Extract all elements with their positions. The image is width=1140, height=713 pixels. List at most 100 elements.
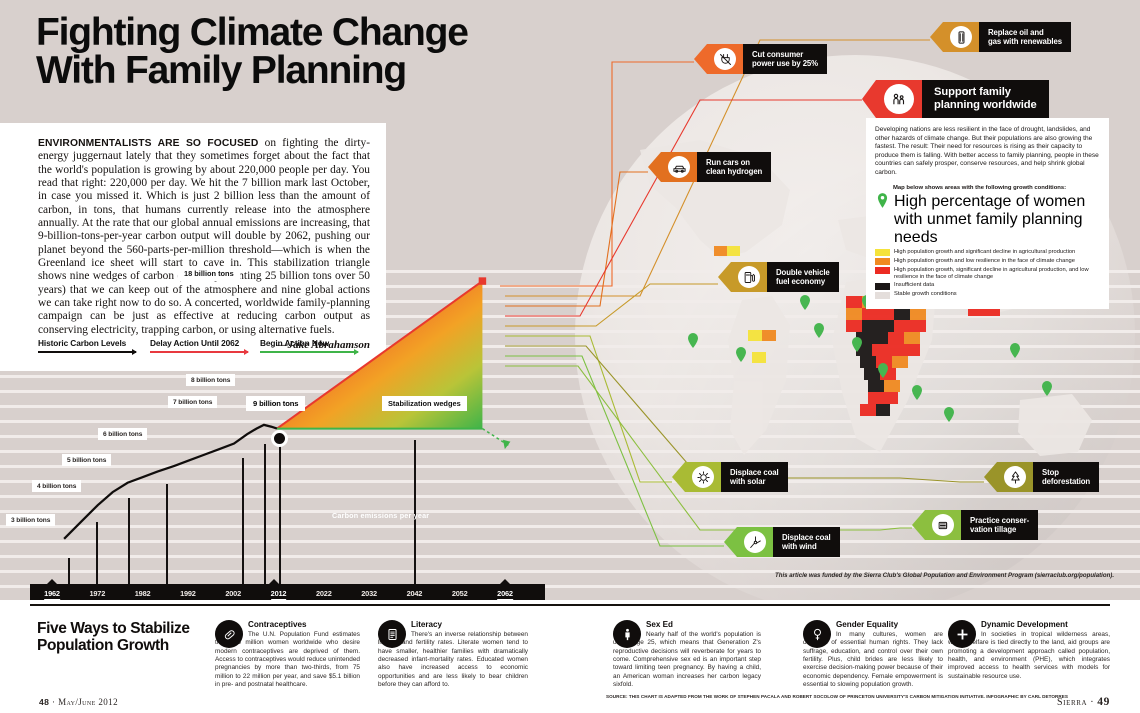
divider — [30, 604, 1110, 606]
chip-badge — [707, 44, 743, 74]
folio-left: 48 · May/June 2012 — [39, 697, 118, 707]
intro-panel: ENVIRONMENTALISTS ARE SO FOCUSED on figh… — [0, 123, 386, 371]
chip-label-line2: gas with renewables — [988, 37, 1062, 46]
chart-stem-line — [264, 444, 266, 584]
chip-label: Displace coal with wind — [773, 527, 840, 557]
five-ways-item-heading: Contraceptives — [248, 620, 307, 629]
plus-icon — [957, 629, 967, 639]
book-icon — [387, 628, 397, 640]
x-axis-tick: 2032 — [361, 589, 377, 598]
plug-slash-icon — [719, 53, 731, 65]
car-icon — [668, 156, 690, 178]
chip-label-line2: fuel economy — [776, 277, 826, 286]
x-axis-tick: 2012 — [270, 589, 287, 600]
intro-lead: ENVIRONMENTALISTS ARE SO FOCUSED — [38, 138, 259, 149]
chip-support-family-planning[interactable]: Support family planning worldwide — [862, 80, 1049, 118]
chart-key-item: Historic Carbon Levels — [38, 338, 137, 355]
five-ways-item-gender-equality: Gender Equality In many cultures, women a… — [803, 620, 943, 689]
chip-cut-consumer-power[interactable]: Cut consumer power use by 25% — [694, 44, 827, 74]
battery-icon — [950, 26, 972, 48]
legend-swatch — [875, 282, 890, 290]
intro-byline: —Jake Abrahamson — [276, 339, 370, 352]
triangle-label-18b: 18 billion tons — [178, 266, 240, 281]
chart-key-arrow-icon — [38, 348, 137, 355]
chip-arrow-icon — [694, 44, 707, 74]
legend-text: High population growth and low resilienc… — [894, 257, 1075, 264]
chart-stem-line — [242, 458, 244, 584]
info-panel: Developing nations are less resilient in… — [866, 118, 1109, 310]
legend-swatch — [875, 291, 890, 299]
x-axis-tick: 1982 — [134, 589, 151, 598]
five-ways-item-text: In societies in tropical wilderness area… — [948, 631, 1110, 680]
page-title: Fighting Climate Change With Family Plan… — [36, 13, 596, 90]
x-axis-tick: 1972 — [89, 589, 106, 598]
x-axis-tick: 2062 — [497, 589, 513, 600]
chart-key-label: Begin Action Now — [260, 338, 330, 348]
chip-stop-deforestation[interactable]: Stop deforestation — [984, 462, 1100, 492]
chip-badge — [661, 152, 697, 182]
legend-swatch — [875, 258, 890, 266]
chip-label: Displace coal with solar — [721, 462, 788, 492]
chip-displace-coal-wind[interactable]: Displace coal with wind — [724, 527, 840, 557]
venus-icon — [813, 628, 821, 640]
chip-badge — [943, 22, 979, 52]
source-note: SOURCE: THIS CHART IS ADAPTED FROM THE W… — [606, 694, 1069, 699]
car-icon — [672, 165, 686, 173]
chip-label-line1: Double vehicle — [776, 267, 830, 277]
chip-replace-oil-gas[interactable]: Replace oil and gas with renewables — [930, 22, 1071, 52]
chip-arrow-icon — [724, 527, 737, 557]
chip-label-line1: Support family — [934, 86, 1011, 98]
chip-label: Practice conser-vation tillage — [961, 510, 1039, 540]
chip-double-fuel-economy[interactable]: Double vehicle fuel economy — [718, 262, 839, 292]
chip-label-line1: Cut consumer — [752, 49, 804, 59]
five-ways-item-contraceptives: Contraceptives The U.N. Population Fund e… — [215, 620, 360, 689]
chart-key-item: Begin Action Now — [260, 338, 359, 355]
chip-arrow-icon — [930, 22, 943, 52]
sun-icon — [692, 466, 714, 488]
map-pin-icon — [875, 192, 890, 208]
chip-arrow-icon — [718, 262, 731, 292]
five-ways-item-heading: Gender Equality — [836, 620, 899, 629]
x-axis-tick: 2042 — [406, 589, 423, 598]
chip-label: Replace oil and gas with renewables — [979, 22, 1071, 52]
pill-icon — [224, 629, 235, 639]
pill-icon — [215, 620, 243, 648]
x-axis-tick: 1962 — [44, 589, 60, 600]
chip-arrow-icon — [862, 80, 876, 118]
emissions-chart: 3 billion tons 4 billion tons 5 billion to… — [6, 266, 530, 600]
chip-label-line1: Stop — [1042, 467, 1059, 477]
person-icon — [613, 620, 641, 648]
chip-displace-coal-solar[interactable]: Displace coal with solar — [672, 462, 788, 492]
legend-row: High population growth and significant d… — [875, 249, 1100, 257]
chart-stem-line — [279, 440, 281, 584]
folio-left-date: May/June 2012 — [58, 697, 118, 707]
chip-arrow-icon — [984, 462, 997, 492]
five-ways-item-literacy: Literacy There's an inverse relationship … — [378, 620, 528, 689]
chart-milestone-label: 7 billion tons — [168, 396, 218, 408]
chip-run-cars-hydrogen[interactable]: Run cars on clean hydrogen — [648, 152, 772, 182]
chart-milestone-label: 3 billion tons — [6, 514, 56, 526]
five-ways-item-text: Nearly half of the world's population is… — [613, 631, 761, 689]
x-axis-tick: 1992 — [180, 589, 196, 598]
chip-label-line1: Replace oil and — [988, 27, 1044, 37]
chart-current-point — [271, 430, 288, 447]
chip-badge — [876, 80, 922, 118]
five-ways-heading-line2: Population Growth — [37, 637, 169, 654]
chip-badge — [737, 527, 773, 557]
fuel-pump-icon — [738, 266, 760, 288]
legend-row: High population growth, significant decl… — [875, 267, 1100, 281]
chip-badge — [685, 462, 721, 492]
five-ways-item-dynamic-development: Dynamic Development In societies in tropi… — [948, 620, 1110, 681]
axis-marker — [269, 579, 279, 584]
chip-label: Cut consumer power use by 25% — [743, 44, 827, 74]
gridline — [0, 585, 1140, 588]
chip-badge — [925, 510, 961, 540]
chart-milestone-label: 5 billion tons — [62, 454, 112, 466]
legend-text: Insufficient data — [894, 282, 935, 289]
milestone-9-billion: 9 billion tons — [246, 396, 306, 411]
folio-left-number: 48 — [39, 697, 50, 707]
chart-key-label: Delay Action Until 2062 — [150, 338, 240, 348]
chip-conservation-tillage[interactable]: Practice conser-vation tillage — [912, 510, 1039, 540]
chip-badge — [731, 262, 767, 292]
